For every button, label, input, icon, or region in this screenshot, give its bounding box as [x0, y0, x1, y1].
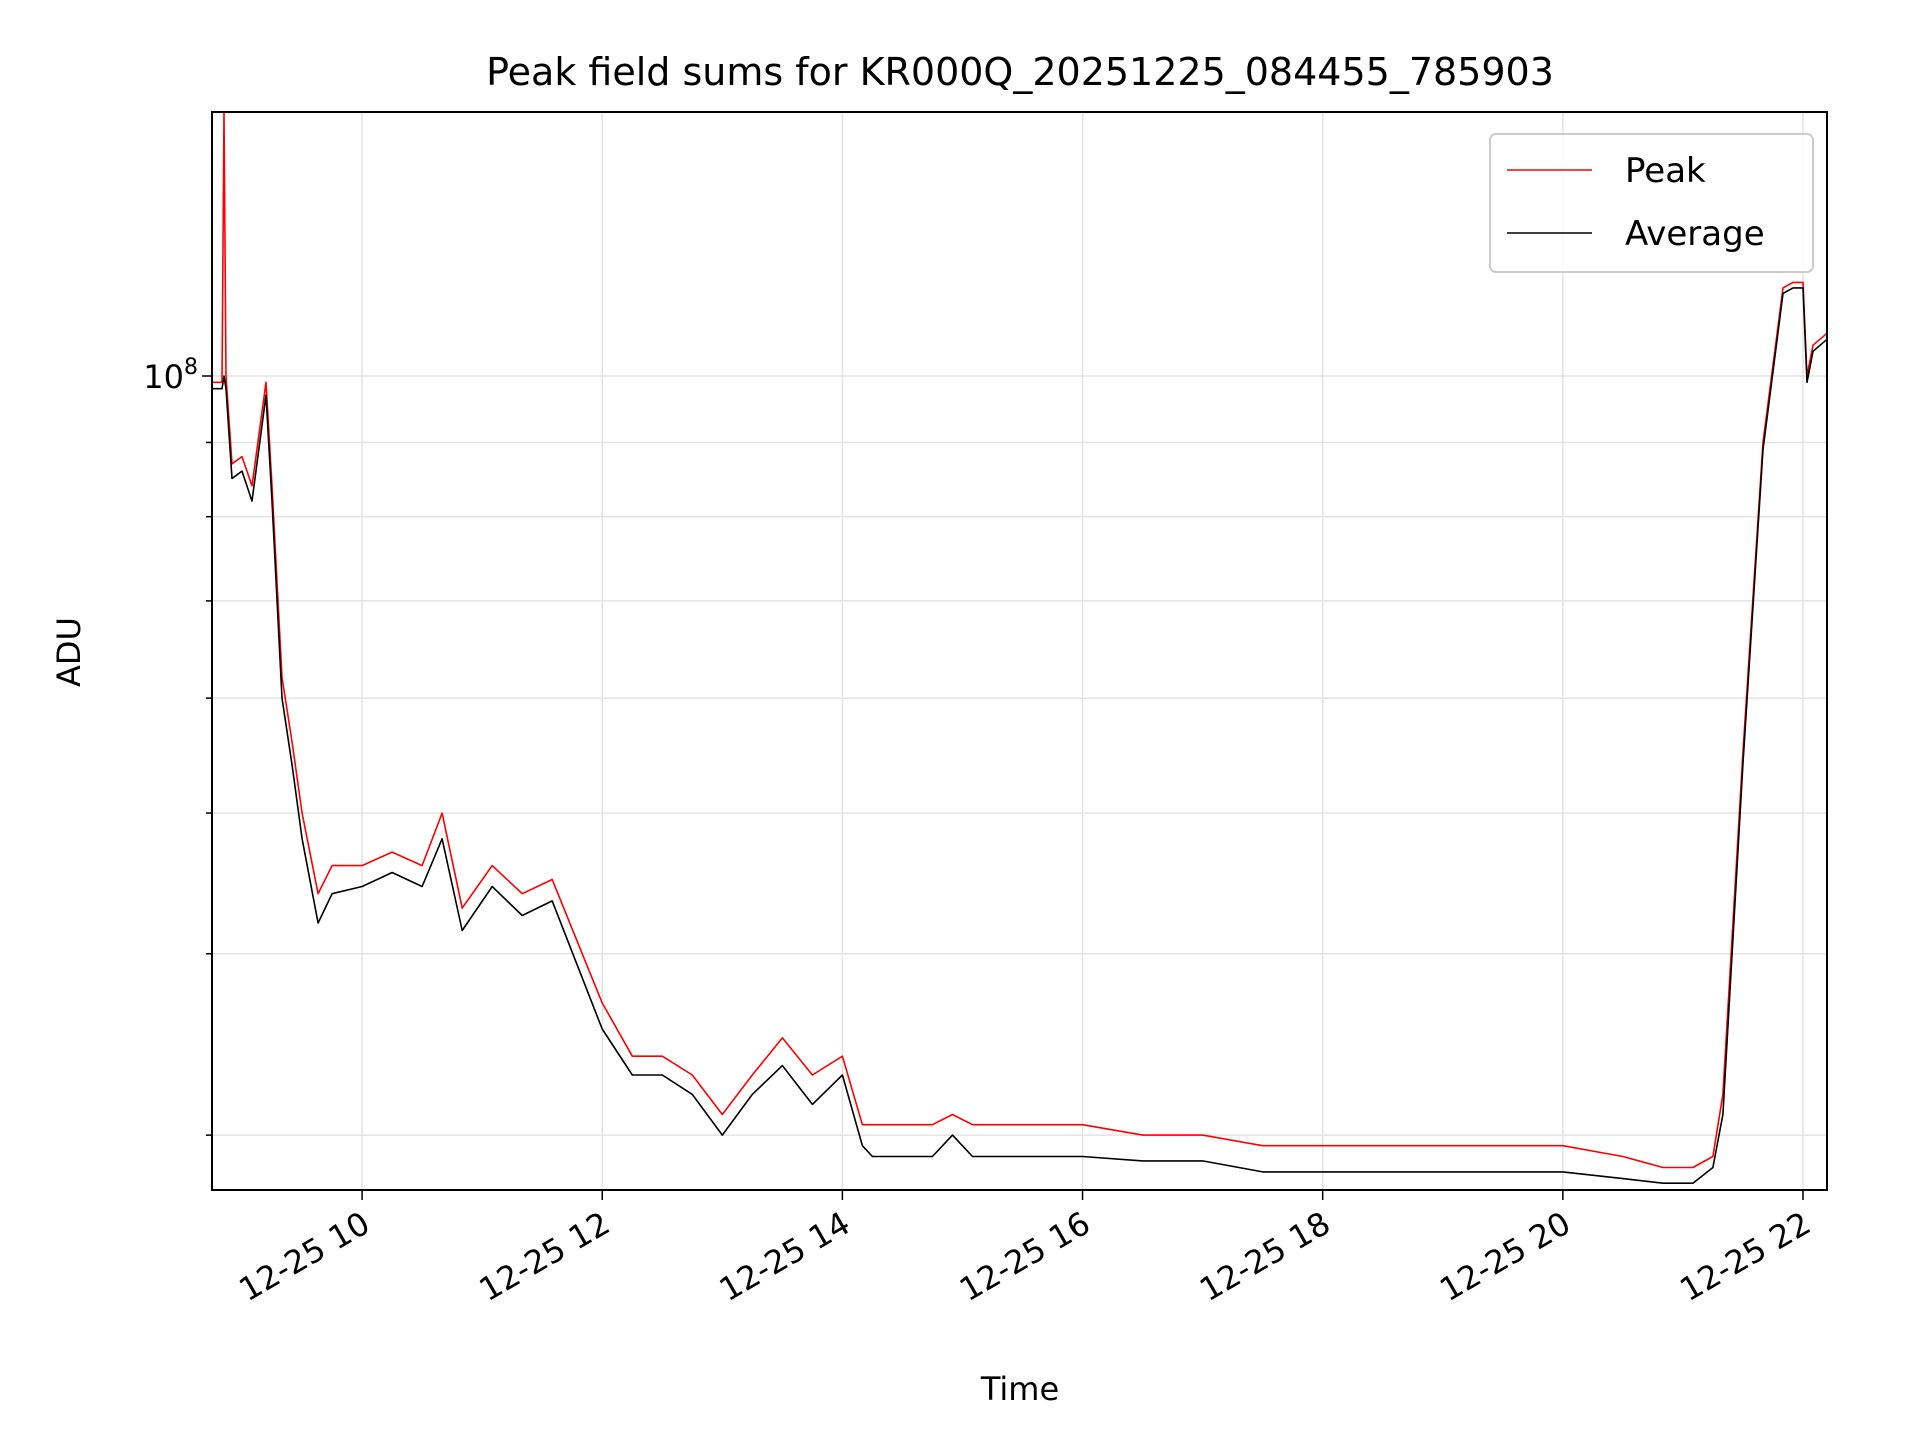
y-tick-label-exponent: 8 — [184, 355, 198, 380]
series-line-average — [212, 287, 1828, 1184]
y-tick-label: 10 — [143, 358, 184, 396]
series-line-peak — [212, 111, 1828, 1169]
grid — [212, 112, 1827, 1190]
legend-label-peak: Peak — [1625, 151, 1706, 191]
chart-title: Peak field sums for KR000Q_20251225_0844… — [486, 50, 1554, 94]
y-axis-label: ADU — [50, 617, 88, 687]
plot-lines — [212, 111, 1828, 1184]
legend-box — [1489, 133, 1814, 273]
legend: Peak Average — [1489, 133, 1814, 273]
plot-area — [211, 111, 1828, 1191]
legend-label-average: Average — [1625, 214, 1765, 254]
x-axis-label: Time — [980, 1370, 1059, 1408]
